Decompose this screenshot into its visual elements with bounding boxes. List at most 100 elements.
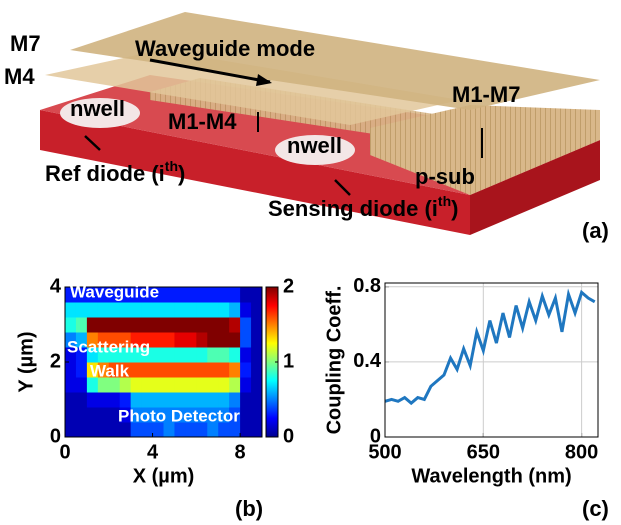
annotation: Scattering bbox=[67, 337, 150, 356]
x-axis-label: X (µm) bbox=[133, 465, 195, 487]
heat-cell bbox=[164, 317, 175, 333]
heat-cell bbox=[87, 407, 98, 423]
y-axis-label: Y (µm) bbox=[15, 331, 37, 392]
heat-cell bbox=[229, 287, 240, 303]
label-ref-diode: Ref diode (ith) bbox=[45, 158, 185, 186]
heat-cell bbox=[76, 317, 87, 333]
heat-cell bbox=[207, 287, 218, 303]
heat-cell bbox=[251, 332, 262, 348]
heat-cell bbox=[164, 287, 175, 303]
heat-cell bbox=[153, 347, 164, 363]
heat-cell bbox=[164, 362, 175, 378]
heat-cell bbox=[251, 302, 262, 318]
heat-cell bbox=[164, 347, 175, 363]
heat-cell bbox=[76, 422, 87, 438]
heat-cell bbox=[87, 302, 98, 318]
heat-cell bbox=[109, 392, 120, 408]
heat-cell bbox=[120, 317, 131, 333]
heat-cell bbox=[207, 332, 218, 348]
heat-cell bbox=[87, 392, 98, 408]
heat-cell bbox=[240, 407, 251, 423]
label-nwell: nwell bbox=[287, 133, 342, 158]
heat-cell bbox=[185, 317, 196, 333]
colorbar-tick-label: 1 bbox=[283, 350, 294, 372]
heat-cell bbox=[196, 347, 207, 363]
heat-cell bbox=[251, 377, 262, 393]
label-m7: M7 bbox=[10, 31, 41, 56]
line-series bbox=[385, 292, 595, 403]
annotation: Walk bbox=[90, 361, 130, 380]
y-tick-label: 0 bbox=[50, 425, 61, 447]
heat-cell bbox=[218, 302, 229, 318]
heat-cell bbox=[218, 347, 229, 363]
heat-cell bbox=[87, 422, 98, 438]
heat-cell bbox=[196, 302, 207, 318]
heat-cell bbox=[76, 407, 87, 423]
annotation: Photo Detector bbox=[118, 406, 240, 425]
heat-cell bbox=[174, 392, 185, 408]
heat-cell bbox=[174, 317, 185, 333]
label-m4: M4 bbox=[4, 64, 35, 89]
heat-cell bbox=[251, 392, 262, 408]
heat-cell bbox=[120, 392, 131, 408]
heat-cell bbox=[240, 332, 251, 348]
label-p-sub: p-sub bbox=[415, 164, 475, 189]
heat-cell bbox=[142, 392, 153, 408]
heat-cell bbox=[65, 302, 76, 318]
y-tick-label: 0 bbox=[370, 425, 381, 447]
label-m1-m7: M1-M7 bbox=[452, 82, 520, 107]
heat-cell bbox=[218, 317, 229, 333]
y-tick-label: 0.4 bbox=[353, 350, 382, 372]
heat-cell bbox=[131, 392, 142, 408]
heat-cell bbox=[229, 362, 240, 378]
y-tick-label: 4 bbox=[50, 275, 62, 297]
heat-cell bbox=[196, 362, 207, 378]
heat-cell bbox=[131, 302, 142, 318]
heat-cell bbox=[196, 287, 207, 303]
heat-cell bbox=[153, 377, 164, 393]
heat-cell bbox=[240, 302, 251, 318]
heat-cell bbox=[174, 302, 185, 318]
y-tick-label: 2 bbox=[50, 350, 61, 372]
heat-cell bbox=[218, 332, 229, 348]
heat-cell bbox=[207, 347, 218, 363]
heat-cell bbox=[98, 407, 109, 423]
heat-cell bbox=[218, 287, 229, 303]
heat-cell bbox=[218, 392, 229, 408]
colorbar-tick-label: 0 bbox=[283, 425, 294, 447]
label-sensing-diode: Sensing diode (ith) bbox=[268, 193, 458, 221]
heat-cell bbox=[251, 347, 262, 363]
y-axis-label: Coupling Coeff. bbox=[323, 286, 345, 435]
heat-cell bbox=[185, 302, 196, 318]
panel-label: (b) bbox=[235, 496, 263, 521]
heat-cell bbox=[98, 302, 109, 318]
heat-cell bbox=[153, 302, 164, 318]
heat-cell bbox=[65, 407, 76, 423]
heat-cell bbox=[251, 287, 262, 303]
heat-cell bbox=[240, 362, 251, 378]
heat-cell bbox=[76, 362, 87, 378]
x-tick-label: 800 bbox=[565, 441, 598, 463]
panel-label: (c) bbox=[582, 496, 609, 521]
heat-cell bbox=[185, 347, 196, 363]
heat-cell bbox=[174, 377, 185, 393]
heat-cell bbox=[185, 392, 196, 408]
heat-cell bbox=[109, 317, 120, 333]
heat-cell bbox=[240, 347, 251, 363]
heat-cell bbox=[240, 392, 251, 408]
heat-cell bbox=[251, 362, 262, 378]
heat-cell bbox=[229, 347, 240, 363]
heat-cell bbox=[251, 407, 262, 423]
annotation: Waveguide bbox=[70, 282, 159, 301]
heat-cell bbox=[229, 317, 240, 333]
heat-cell bbox=[185, 377, 196, 393]
heat-cell bbox=[153, 362, 164, 378]
heat-cell bbox=[164, 377, 175, 393]
panel-label: (a) bbox=[582, 218, 609, 243]
x-tick-label: 4 bbox=[147, 441, 159, 463]
heat-cell bbox=[240, 422, 251, 438]
heat-cell bbox=[196, 317, 207, 333]
heat-cell bbox=[240, 317, 251, 333]
heat-cell bbox=[76, 392, 87, 408]
heat-cell bbox=[87, 317, 98, 333]
